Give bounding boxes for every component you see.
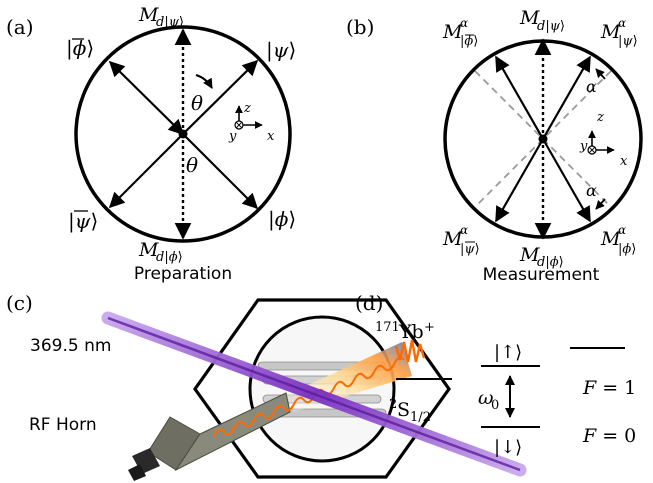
alpha-arrow-upper [595, 68, 606, 80]
svg-text:M: M [600, 228, 621, 250]
meas-arrow-lower-right [542, 138, 591, 223]
svg-text:M: M [442, 21, 463, 43]
alpha-arrow-lower [595, 198, 606, 210]
panel-d-label: (d) [355, 291, 383, 315]
caption-preparation: Preparation [134, 264, 232, 284]
meas-arrow-upper-left [495, 55, 544, 140]
axes-b: z y x [579, 110, 628, 169]
theta-top: θ [191, 91, 203, 115]
ket-phi: |ϕ⟩ [268, 207, 296, 232]
term-symbol: 2 S 1/2 [389, 397, 431, 425]
bloch-circle-a [74, 25, 292, 243]
laser-beam-core [107, 316, 521, 472]
svg-text:|ϕ⟩: |ϕ⟩ [618, 242, 636, 257]
laser-label: 369.5 nm [30, 336, 111, 356]
axis-x-b: x [620, 154, 628, 169]
svg-text:M: M [442, 228, 463, 250]
axis-x-a: x [267, 129, 275, 144]
svg-text:d|ϕ⟩: d|ϕ⟩ [156, 250, 183, 265]
svg-text:M: M [138, 4, 159, 26]
svg-text:M: M [600, 21, 621, 43]
center-dot-b [538, 134, 548, 144]
axes-a: z y x [228, 101, 275, 144]
panel-b-label: (b) [346, 15, 374, 39]
state-top-label: M d|ψ⟩ [138, 4, 184, 30]
term-subscript: 1/2 [410, 410, 431, 425]
meas-lower-right-label: M α |ϕ⟩ [600, 223, 636, 257]
svg-text:|ψ⟩: |ψ⟩ [68, 209, 98, 234]
caption-measurement: Measurement [483, 265, 600, 285]
svg-text:α: α [460, 16, 468, 30]
svg-text:d|ψ⟩: d|ψ⟩ [537, 19, 565, 34]
term-letter: S [397, 399, 410, 421]
svg-text:d|ϕ⟩: d|ϕ⟩ [537, 255, 564, 270]
alpha-upper: α [586, 77, 597, 96]
theta-bottom: θ [186, 153, 198, 177]
meas-lower-left-label: M α |ψ⟩ [442, 223, 480, 257]
svg-text:M: M [519, 7, 540, 29]
svg-text:|ψ⟩: |ψ⟩ [460, 242, 480, 257]
panel-b: (b) α α z y x M d|ψ⟩ M [346, 7, 643, 285]
f0-label: F = 0 [582, 425, 636, 447]
svg-text:M: M [519, 244, 540, 266]
arrow-to-psi-bar-lower [108, 133, 184, 209]
meas-bottom-label: M d|ϕ⟩ [519, 244, 564, 270]
f1-label: F = 1 [582, 377, 636, 399]
axis-z-a: z [243, 101, 251, 116]
meas-upper-left-label: M α |ϕ⟩ [442, 16, 478, 49]
down-state: |↓⟩ [494, 437, 522, 458]
svg-text:|ψ⟩: |ψ⟩ [618, 34, 638, 49]
state-bottom-label: M d|ϕ⟩ [138, 239, 183, 265]
svg-text:α: α [618, 223, 626, 237]
meas-arrow-upper-right [542, 55, 591, 140]
svg-text:|ϕ⟩: |ϕ⟩ [66, 36, 94, 61]
axis-y-a: y [228, 129, 237, 144]
up-state: |↑⟩ [494, 342, 522, 363]
theta-rotation-arrow [195, 74, 213, 89]
axis-y-b: y [579, 139, 588, 154]
arrow-to-psi-bar [108, 60, 185, 136]
omega-subscript: 0 [491, 398, 499, 413]
microwave-wave [213, 356, 405, 437]
arrow-to-psi [182, 59, 259, 135]
svg-text:d|ψ⟩: d|ψ⟩ [156, 15, 184, 30]
svg-text:α: α [618, 16, 626, 30]
omega-symbol: ω [478, 387, 494, 409]
ket-psi: |ψ⟩ [266, 38, 296, 63]
svg-text:+: + [424, 320, 435, 335]
meas-top-label: M d|ψ⟩ [519, 7, 565, 34]
meas-upper-right-label: M α |ψ⟩ [600, 16, 638, 49]
ion-label: 171 Yb + [375, 320, 435, 343]
horn-label: RF Horn [29, 415, 97, 435]
axis-z-b: z [596, 110, 604, 125]
ket-psi-bar: |ψ⟩ [68, 209, 98, 234]
term-superscript: 2 [389, 397, 397, 412]
panel-c-label: (c) [6, 291, 33, 315]
svg-text:α: α [460, 223, 468, 237]
panel-d: (d) 171 Yb + |↑⟩ |↓⟩ ω 0 F = 1 F = 0 2 S… [355, 291, 636, 458]
panel-a: (a) θ θ z y x M d|ψ⟩ M d|ϕ⟩ [6, 4, 296, 284]
svg-text:Yb: Yb [398, 321, 424, 343]
arrow-to-phi [182, 133, 259, 210]
ket-phi-bar: |ϕ⟩ [66, 36, 94, 61]
alpha-lower: α [586, 181, 597, 200]
fluorescence-burst [394, 339, 426, 363]
panel-c: (c) 369.5 nm RF Horn [6, 291, 527, 481]
svg-text:M: M [138, 239, 159, 261]
svg-text:171: 171 [375, 320, 400, 335]
center-dot-a [178, 129, 188, 139]
meas-arrow-lower-left [495, 138, 544, 223]
omega-label: ω 0 [478, 387, 499, 413]
svg-text:|ϕ⟩: |ϕ⟩ [460, 34, 478, 49]
panel-a-label: (a) [6, 15, 34, 39]
